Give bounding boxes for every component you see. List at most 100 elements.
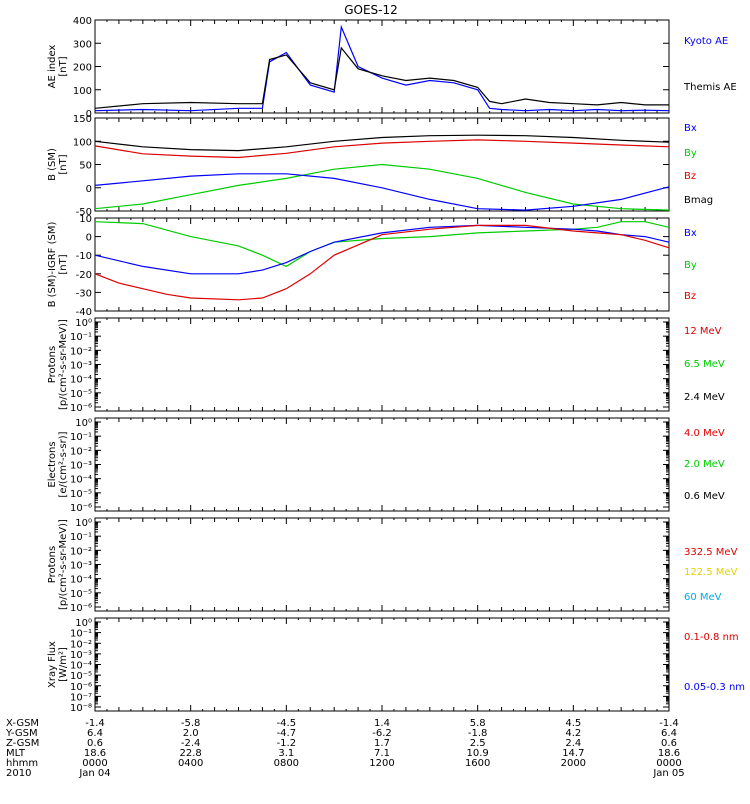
legend-entry: Kyoto AE <box>684 36 728 47</box>
y-tick-label: 10⁻⁵ <box>70 489 92 500</box>
legend-entry: 332.5 MeV <box>684 547 738 558</box>
y-axis-label: [p/(cm²-s-sr-MeV)] <box>58 319 69 410</box>
legend-entry: Bz <box>684 171 696 182</box>
y-tick-label: 10⁻⁴ <box>70 575 92 586</box>
legend-entry: Bx <box>684 228 697 239</box>
legend-entry: 2.4 MeV <box>684 392 725 403</box>
y-tick-label: 10⁻⁶ <box>70 682 92 693</box>
y-axis-label: [nT] <box>58 154 69 174</box>
series-themis-ae <box>94 46 669 109</box>
footer-value: -1.8 <box>468 728 488 739</box>
legend-entry: By <box>684 260 697 271</box>
legend-entry: 6.5 MeV <box>684 359 725 370</box>
footer-row-label: hhmm <box>6 758 38 769</box>
y-tick-label: 10⁻² <box>70 346 92 357</box>
y-tick-label: 200 <box>73 63 92 74</box>
y-tick-label: 10⁰ <box>75 318 92 329</box>
footer-value: 7.1 <box>374 748 390 759</box>
panel-frame <box>94 617 670 712</box>
legend-entry: 2.0 MeV <box>684 459 725 470</box>
series-bx <box>94 224 670 275</box>
legend-entry: By <box>684 148 697 159</box>
y-tick-label: 10⁻³ <box>70 561 92 572</box>
y-axis-label: AE index <box>47 45 58 89</box>
footer-value: 6.4 <box>661 728 677 739</box>
y-tick-label: 10⁻³ <box>70 461 92 472</box>
footer-row-label: 2010 <box>6 768 31 779</box>
footer-value: 0800 <box>274 758 299 769</box>
footer-value: 4.5 <box>565 718 581 729</box>
footer-value: -6.2 <box>372 728 392 739</box>
footer-value: -4.5 <box>277 718 297 729</box>
y-tick-label: -40 <box>76 307 92 318</box>
legend-entry: Bmag <box>684 195 713 206</box>
y-tick-label: 10⁻⁵ <box>70 589 92 600</box>
y-tick-label: 10⁻¹ <box>70 532 92 543</box>
footer-value: 1200 <box>369 758 394 769</box>
panel-frame <box>94 317 670 412</box>
y-axis-label: Protons <box>47 546 58 583</box>
footer-value: 14.7 <box>562 748 584 759</box>
footer-value: 2000 <box>561 758 586 769</box>
y-tick-label: -20 <box>76 270 92 281</box>
panel-frame <box>94 517 670 612</box>
panel-5: 10⁰ 10⁻¹ 10⁻² 10⁻³ 10⁻⁴ 10⁻⁵ 10⁻⁶ Electrons [e/(… <box>47 417 725 514</box>
y-tick-label: 100 <box>73 137 92 148</box>
legend-entry: 27.5 MeV <box>684 0 731 3</box>
y-axis-label: [nT] <box>58 56 69 76</box>
footer-value: 5.8 <box>470 718 486 729</box>
legend-entry: Themis AE <box>683 82 737 93</box>
y-tick-label: 0 <box>86 109 92 120</box>
legend-entry: 0.6 MeV <box>684 491 725 502</box>
y-tick-label: 10⁻³ <box>70 361 92 372</box>
legend-entry: Bz <box>684 291 696 302</box>
y-axis-label: [p/(cm²-s-sr-MeV)] <box>58 519 69 610</box>
legend-entry: 12 MeV <box>684 326 722 337</box>
y-tick-label: 10⁰ <box>75 518 92 529</box>
y-tick-label: 10⁻⁶ <box>70 503 92 514</box>
footer-value: 2.5 <box>470 738 486 749</box>
footer-value: 0.6 <box>661 738 677 749</box>
footer-row-label: Z-GSM <box>6 738 39 749</box>
footer-value: 0400 <box>178 758 203 769</box>
plot-title: GOES-12 <box>344 3 398 17</box>
legend-entry: 0.1-0.8 nm <box>684 632 739 643</box>
series-by <box>94 163 670 211</box>
footer-value: Jan 05 <box>652 768 684 779</box>
footer-value: 18.6 <box>84 748 106 759</box>
y-tick-label: 10⁻⁴ <box>70 475 92 486</box>
footer-value: 6.4 <box>87 728 103 739</box>
series-bz <box>94 139 670 159</box>
series-bmag <box>94 134 670 152</box>
y-axis-label: [nT] <box>58 254 69 274</box>
y-tick-label: 10⁻⁷ <box>70 692 92 703</box>
footer-value: -2.4 <box>181 738 201 749</box>
panel-1: 0 100 200 300 400 AE index [nT] Kyoto AE Themis … <box>47 16 737 120</box>
footer-value: 18.6 <box>658 748 680 759</box>
ephemeris-footer: X-GSM -1.4 -5.8 -4.5 1.4 5.8 4.5 -1.4 Y-GSM 6.4 2.… <box>5 718 685 779</box>
footer-value: -4.7 <box>277 728 297 739</box>
y-tick-label: 10⁻⁵ <box>70 389 92 400</box>
footer-value: 0000 <box>656 758 681 769</box>
y-axis-label: [W/m²] <box>58 647 69 682</box>
footer-value: -1.2 <box>277 738 297 749</box>
panel-2: -50 0 50 100 150 B (SM) [nT] Bx By Bz Bmag <box>47 114 713 218</box>
y-tick-label: 10⁻⁶ <box>70 603 92 614</box>
y-axis-label: [e/(cm²-s-sr)] <box>58 431 69 497</box>
y-tick-label: 0 <box>86 184 92 195</box>
y-tick-label: 10⁻⁸ <box>70 703 92 714</box>
footer-value: -1.4 <box>659 718 679 729</box>
y-axis-label: B (SM)-IGRF (SM) <box>47 222 58 308</box>
panel-3: -40 -30 -20 -10 0 10 B (SM)-IGRF (SM) [nT] Bx By B… <box>47 214 697 318</box>
y-tick-label: 50 <box>79 161 92 172</box>
footer-value: 1.4 <box>374 718 390 729</box>
footer-value: 10.9 <box>467 748 489 759</box>
footer-row-label: MLT <box>6 748 26 759</box>
series-bz <box>94 224 670 301</box>
footer-value: -1.4 <box>85 718 105 729</box>
y-tick-label: 10⁻² <box>70 446 92 457</box>
panel-frame <box>94 417 670 512</box>
